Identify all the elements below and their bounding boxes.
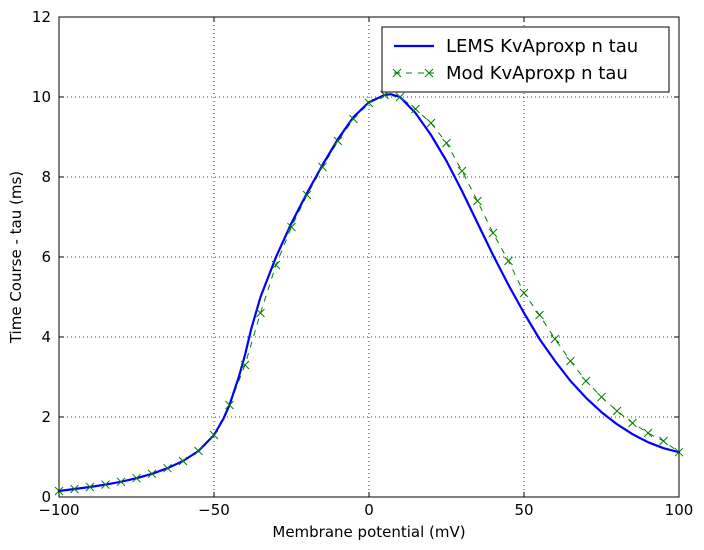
- legend: LEMS KvAproxp n tau Mod KvAproxp n tau: [381, 26, 670, 93]
- series-mod-point: [209, 430, 219, 440]
- ticks: −100 −50 0 50 100 0 2 4 6 8 10 12: [32, 8, 693, 519]
- series-layer: [54, 90, 684, 496]
- series-mod-point: [116, 477, 126, 487]
- series-mod-point: [488, 228, 498, 238]
- y-tick-label: 10: [32, 88, 51, 106]
- series-mod-point: [597, 392, 606, 402]
- series-mod-point: [628, 418, 637, 428]
- series-mod-point: [457, 166, 467, 176]
- grid: [59, 17, 679, 497]
- y-tick-label: 0: [41, 488, 51, 506]
- series-mod-point: [504, 256, 513, 266]
- series-mod-point: [85, 482, 95, 492]
- series-mod-point: [194, 446, 203, 456]
- series-mod-point: [519, 288, 529, 298]
- y-tick-label: 2: [41, 408, 51, 426]
- x-tick-label: 50: [514, 501, 533, 519]
- legend-label-mod: Mod KvAproxp n tau: [446, 63, 628, 84]
- legend-box: [381, 26, 670, 93]
- x-tick-label: −50: [198, 501, 230, 519]
- series-mod-point: [643, 428, 653, 438]
- x-tick-label: −100: [38, 501, 79, 519]
- series-mod-point: [101, 480, 110, 489]
- series-mod-point: [659, 436, 668, 446]
- series-mod-point: [349, 114, 358, 124]
- series-mod-point: [240, 360, 250, 370]
- series-mod-point: [256, 308, 265, 318]
- series-mod-point: [442, 138, 451, 148]
- series-mod-point: [318, 162, 327, 172]
- x-tick-label: 0: [364, 501, 374, 519]
- series-mod-point: [426, 118, 436, 128]
- series-mod-point: [411, 104, 420, 114]
- series-mod-point: [147, 469, 157, 479]
- series-mod-point: [333, 136, 343, 146]
- y-tick-label: 12: [32, 8, 51, 26]
- series-mod-point: [364, 98, 374, 108]
- series-mod-point: [302, 190, 312, 200]
- series-mod-point: [163, 463, 172, 473]
- series-mod-point: [473, 196, 482, 206]
- series-lems-line: [58, 93, 680, 493]
- series-mod-point: [287, 222, 296, 232]
- y-tick-label: 8: [41, 168, 51, 186]
- legend-label-lems: LEMS KvAproxp n tau: [446, 36, 638, 57]
- series-mod-point: [70, 484, 79, 494]
- series-mod-point: [550, 334, 560, 344]
- series-mod-point: [395, 92, 405, 102]
- x-axis-label: Membrane potential (mV): [272, 523, 465, 541]
- series-mod-point: [566, 356, 575, 366]
- y-tick-label: 6: [41, 248, 51, 266]
- series-mod-point: [612, 406, 622, 416]
- series-mod-point: [581, 376, 591, 386]
- series-mod-point: [132, 473, 141, 483]
- x-tick-label: 100: [665, 501, 694, 519]
- y-axis-label: Time Course - tau (ms): [7, 171, 25, 344]
- series-mod-point: [535, 310, 544, 320]
- series-mod-point: [225, 400, 234, 410]
- series-mod-point: [271, 260, 281, 270]
- series-mod-point: [178, 456, 188, 466]
- y-tick-label: 4: [41, 328, 51, 346]
